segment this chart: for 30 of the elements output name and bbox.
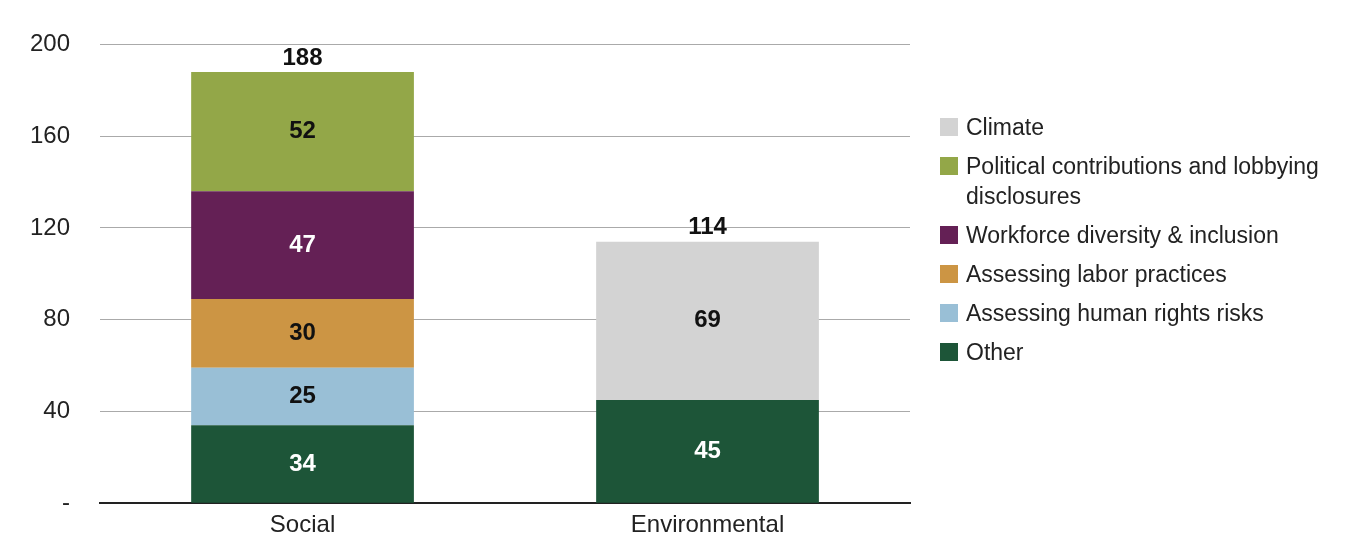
data-label: 45 <box>694 435 721 463</box>
data-label: 25 <box>289 381 316 409</box>
bar <box>191 299 414 368</box>
legend-label: Political contributions and lobbying disclosures <box>966 151 1320 211</box>
legend-label: Assessing human rights risks <box>966 298 1264 328</box>
total-label: 114 <box>688 212 728 240</box>
y-tick-label: 40 <box>43 396 71 424</box>
bar <box>596 241 819 400</box>
total-label: 188 <box>282 42 323 70</box>
legend-label: Climate <box>966 112 1044 142</box>
bar <box>191 367 414 426</box>
legend-label: Other <box>966 337 1024 367</box>
y-tick-label: 160 <box>30 120 71 148</box>
data-label: 47 <box>289 229 316 257</box>
data-label: 69 <box>694 305 721 333</box>
bar <box>191 425 414 503</box>
legend-label: Assessing labor practices <box>966 259 1227 289</box>
bar <box>191 191 414 300</box>
x-tick-label: Environmental <box>630 510 785 538</box>
y-tick-label: 200 <box>30 29 71 57</box>
bar <box>596 399 819 503</box>
data-label: 30 <box>289 318 316 346</box>
legend-label: Workforce diversity & inclusion <box>966 220 1279 250</box>
data-label: 34 <box>289 448 317 476</box>
bar <box>191 71 414 192</box>
y-tick-label: 80 <box>43 304 71 332</box>
x-tick-label: Social <box>269 510 336 538</box>
y-tick-label: 120 <box>30 212 71 240</box>
data-label: 52 <box>289 116 316 144</box>
y-tick-label: - <box>62 487 71 515</box>
